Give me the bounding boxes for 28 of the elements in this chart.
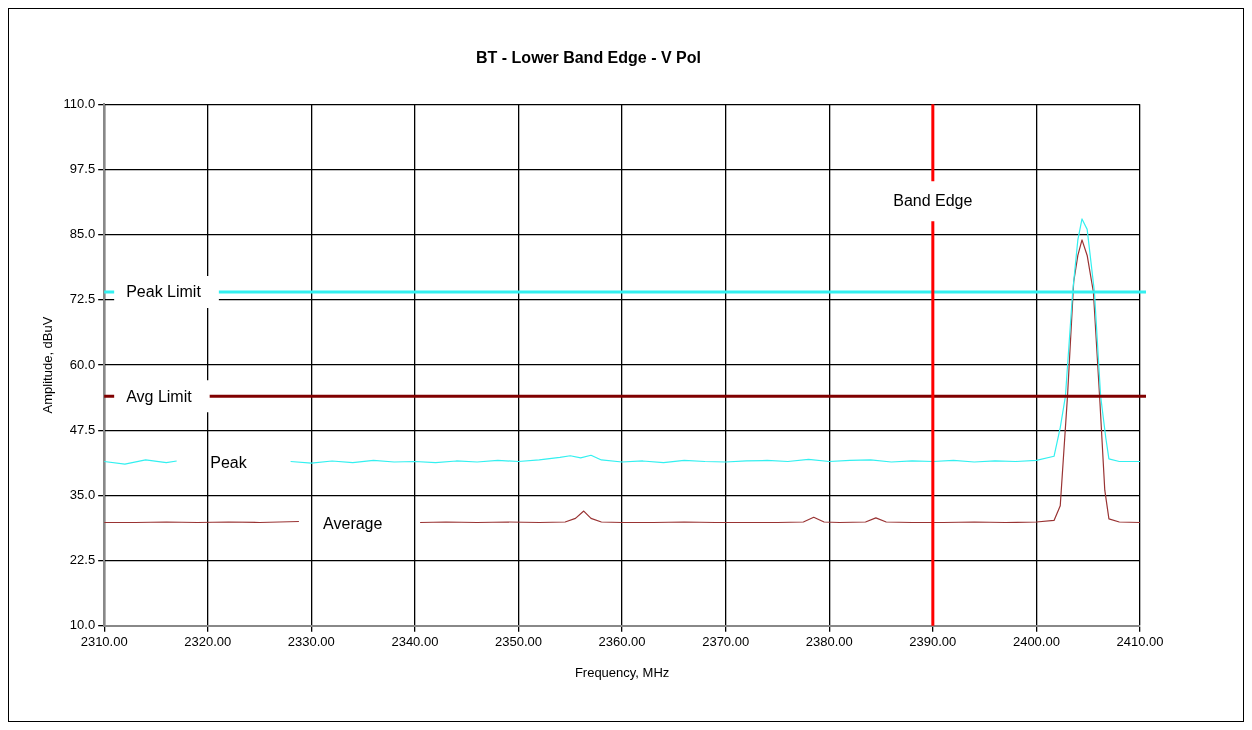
x-tick-label: 2410.00 (1116, 634, 1164, 650)
x-tick-label: 2390.00 (909, 634, 957, 650)
y-tick-label: 60.0 (69, 356, 96, 372)
x-tick-label: 2370.00 (702, 634, 750, 650)
x-tick-label: 2380.00 (805, 634, 853, 650)
y-tick-label: 22.5 (69, 552, 96, 568)
chart-title: BT - Lower Band Edge - V Pol (476, 49, 701, 67)
text: Peak (210, 454, 248, 472)
x-tick-label: 2340.00 (391, 634, 439, 650)
y-axis-title: Amplitude, dBuV (40, 316, 56, 414)
ref-line-label: Peak Limit (126, 283, 202, 301)
y-tick-label: 110.0 (63, 95, 96, 111)
y-tick-label: 47.5 (69, 421, 96, 437)
y-tick-label: 97.5 (69, 160, 96, 176)
y-tick-label: 85.0 (69, 226, 96, 242)
x-tick-label: 2320.00 (184, 634, 232, 650)
series-label: Average (323, 514, 383, 532)
x-tick-label: 2310.00 (80, 634, 128, 650)
y-tick-label: 72.5 (69, 291, 96, 307)
ref-line-label: Band Edge (893, 191, 973, 209)
ref-line-label: Avg Limit (126, 387, 193, 405)
y-tick-label: 35.0 (69, 486, 96, 502)
x-tick-label: 2330.00 (287, 634, 335, 650)
x-tick-label: 2360.00 (598, 634, 646, 650)
y-tick-label: 10.0 (69, 617, 96, 633)
x-tick-label: 2350.00 (495, 634, 542, 650)
x-tick-label: 2400.00 (1012, 634, 1060, 650)
x-axis-title: Frequency, MHz (574, 664, 670, 680)
